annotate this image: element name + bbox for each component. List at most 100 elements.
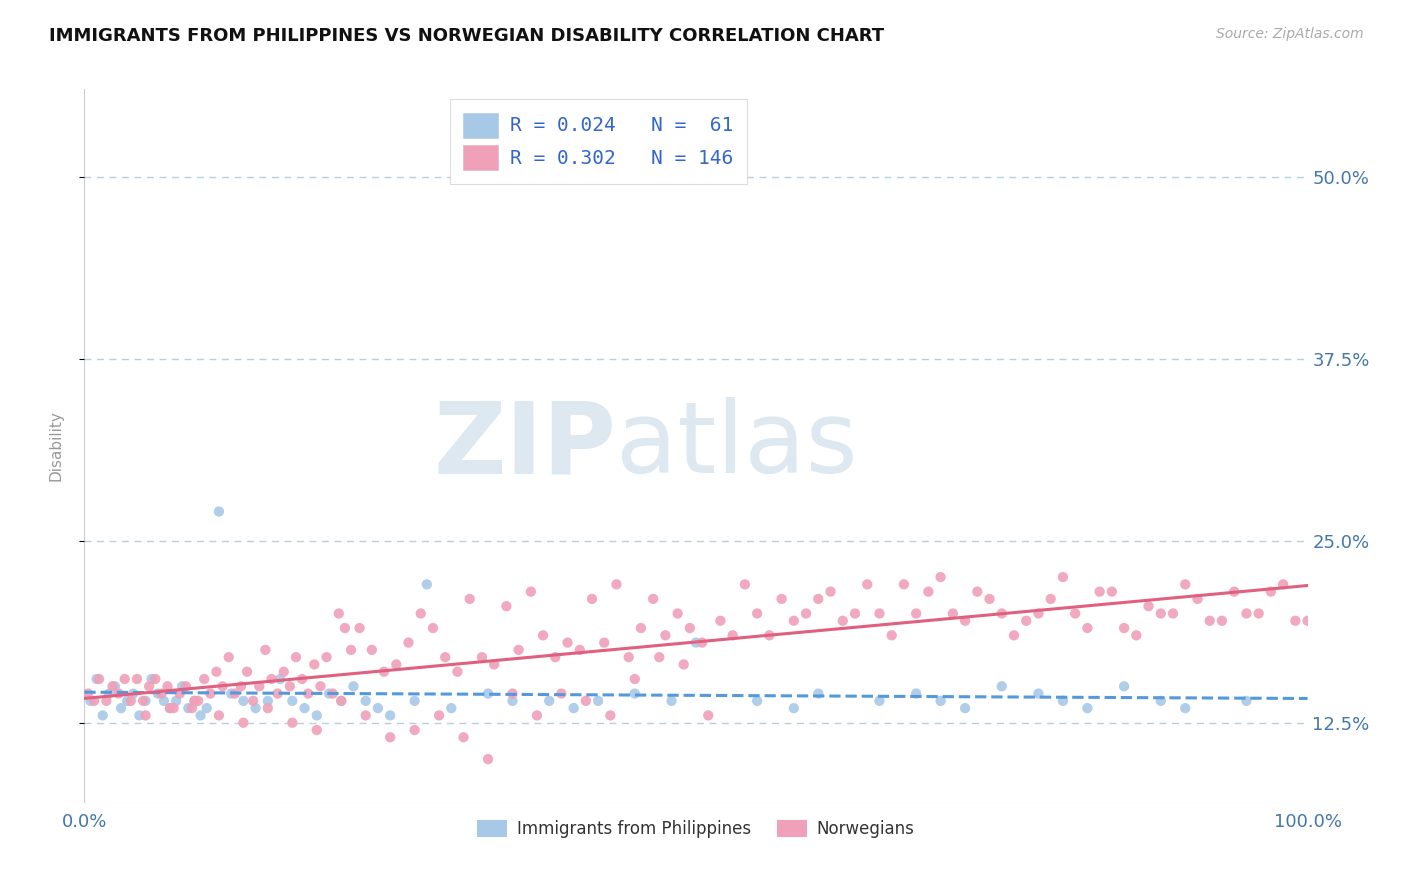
Point xyxy=(869,607,891,621)
Point xyxy=(385,657,408,672)
Point xyxy=(120,694,142,708)
Point xyxy=(1161,607,1184,621)
Point xyxy=(666,607,689,621)
Point xyxy=(734,577,756,591)
Point xyxy=(183,694,205,708)
Point xyxy=(132,694,155,708)
Point xyxy=(1223,584,1246,599)
Text: Source: ZipAtlas.com: Source: ZipAtlas.com xyxy=(1216,27,1364,41)
Point xyxy=(172,679,194,693)
Point xyxy=(856,577,879,591)
Point xyxy=(471,650,494,665)
Point xyxy=(373,665,395,679)
Point xyxy=(820,584,842,599)
Point xyxy=(929,570,952,584)
Point xyxy=(520,584,543,599)
Point xyxy=(721,628,744,642)
Point xyxy=(917,584,939,599)
Point xyxy=(333,621,356,635)
Point xyxy=(502,687,524,701)
Point xyxy=(281,715,304,730)
Point xyxy=(404,723,426,737)
Point xyxy=(1137,599,1160,614)
Point xyxy=(200,687,222,701)
Point xyxy=(367,701,389,715)
Point xyxy=(1284,614,1306,628)
Point xyxy=(643,591,665,606)
Point xyxy=(586,694,609,708)
Point xyxy=(679,621,702,635)
Point xyxy=(219,687,242,701)
Point xyxy=(416,577,439,591)
Point xyxy=(508,643,530,657)
Point xyxy=(297,687,319,701)
Point xyxy=(630,621,652,635)
Legend: Immigrants from Philippines, Norwegians: Immigrants from Philippines, Norwegians xyxy=(471,813,921,845)
Point xyxy=(929,694,952,708)
Point xyxy=(122,687,145,701)
Point xyxy=(159,701,181,715)
Point xyxy=(229,679,252,693)
Point xyxy=(146,687,169,701)
Point xyxy=(624,687,647,701)
Point xyxy=(205,665,228,679)
Point xyxy=(1150,607,1173,621)
Point xyxy=(156,679,179,693)
Point xyxy=(1247,607,1270,621)
Point xyxy=(624,672,647,686)
Point xyxy=(831,614,853,628)
Point xyxy=(285,650,308,665)
Point xyxy=(844,607,866,621)
Point xyxy=(697,708,720,723)
Point xyxy=(1296,614,1319,628)
Point xyxy=(1236,694,1258,708)
Point xyxy=(260,672,283,686)
Point xyxy=(654,628,676,642)
Point xyxy=(953,701,976,715)
Point xyxy=(538,694,561,708)
Point xyxy=(174,679,197,693)
Point xyxy=(138,679,160,693)
Point xyxy=(581,591,603,606)
Point xyxy=(1272,577,1295,591)
Point xyxy=(979,591,1001,606)
Point xyxy=(232,694,254,708)
Point xyxy=(568,643,591,657)
Point xyxy=(1174,701,1197,715)
Point xyxy=(562,701,585,715)
Point xyxy=(86,672,108,686)
Point xyxy=(257,694,280,708)
Point xyxy=(177,701,200,715)
Point xyxy=(991,607,1014,621)
Point xyxy=(135,708,157,723)
Point xyxy=(1125,628,1147,642)
Point xyxy=(165,694,187,708)
Point xyxy=(193,672,215,686)
Point xyxy=(380,731,402,745)
Point xyxy=(349,621,371,635)
Point xyxy=(309,679,332,693)
Point xyxy=(181,701,204,715)
Point xyxy=(404,694,426,708)
Point xyxy=(422,621,444,635)
Point xyxy=(141,672,163,686)
Point xyxy=(783,701,806,715)
Point xyxy=(254,643,277,657)
Point xyxy=(599,708,621,723)
Point xyxy=(709,614,731,628)
Point xyxy=(953,614,976,628)
Point xyxy=(380,708,402,723)
Point xyxy=(1236,607,1258,621)
Point xyxy=(991,679,1014,693)
Point xyxy=(183,694,205,708)
Point xyxy=(187,694,209,708)
Point xyxy=(150,687,173,701)
Point xyxy=(143,672,166,686)
Point xyxy=(880,628,903,642)
Point xyxy=(278,679,301,693)
Point xyxy=(575,694,598,708)
Point xyxy=(305,708,328,723)
Point xyxy=(1028,687,1050,701)
Point xyxy=(304,657,326,672)
Point xyxy=(247,679,270,693)
